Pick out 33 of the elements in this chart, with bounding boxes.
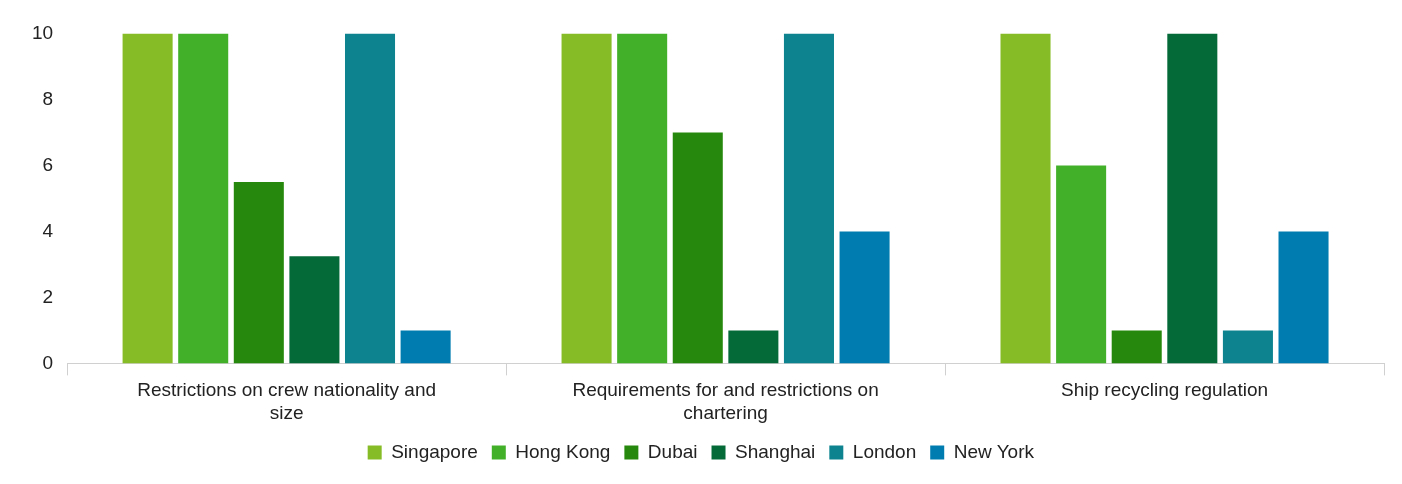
bar: [672, 132, 723, 364]
bar: [178, 33, 229, 364]
bar: [344, 33, 396, 364]
y-tick-label: 10: [31, 21, 54, 43]
x-tick-label: Ship recycling regulation: [1061, 379, 1269, 401]
bar: [233, 181, 284, 364]
y-tick-label: 8: [42, 87, 54, 109]
bar: [1056, 165, 1107, 364]
legend-label: Hong Kong: [515, 440, 611, 462]
y-tick-label: 2: [42, 285, 54, 307]
legend-label: Singapore: [391, 440, 478, 462]
legend-label: Shanghai: [735, 440, 816, 462]
bar: [1222, 330, 1273, 364]
legend-label: New York: [953, 440, 1035, 462]
bar: [728, 330, 779, 364]
bar: [1000, 33, 1051, 364]
bar: [561, 33, 612, 364]
bar: [1111, 330, 1162, 364]
x-tick-label: Restrictions on crew nationality and size: [137, 379, 437, 423]
bar: [122, 33, 173, 364]
y-tick-label: 6: [42, 153, 54, 175]
x-tick-label: Requirements for and restrictions on chartering: [572, 379, 879, 423]
legend-label: Dubai: [647, 440, 698, 462]
bar: [1167, 33, 1218, 364]
bar: [839, 231, 890, 364]
bar: [617, 33, 668, 364]
legend-label: London: [852, 440, 917, 462]
y-tick-label: 0: [42, 351, 54, 373]
bar: [400, 330, 451, 364]
bar: [289, 256, 340, 364]
bar: [783, 33, 834, 364]
y-tick-label: 4: [42, 219, 54, 241]
bar: [1278, 231, 1329, 364]
